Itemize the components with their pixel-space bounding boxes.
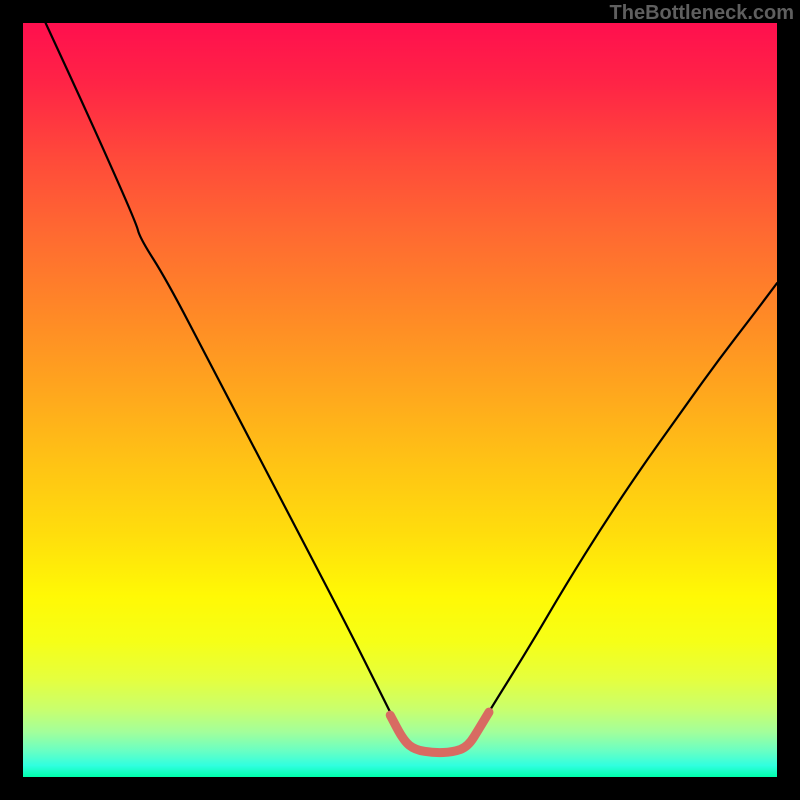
curve-right-branch (468, 283, 777, 747)
plot-area (23, 23, 777, 777)
optimal-range-highlight (390, 712, 489, 752)
chart-container: TheBottleneck.com (0, 0, 800, 800)
curve-left-branch (46, 23, 408, 747)
watermark-text: TheBottleneck.com (610, 2, 794, 25)
bottleneck-curve (23, 23, 777, 777)
